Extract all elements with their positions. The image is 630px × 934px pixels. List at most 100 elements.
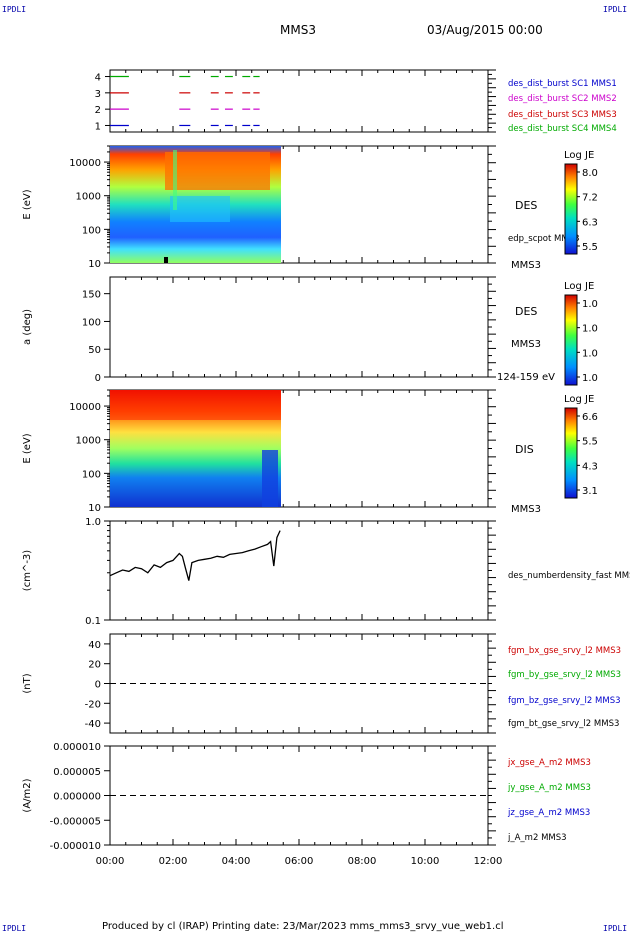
x-tick-label: 08:00: [348, 856, 377, 867]
labels-layer: des_dist_burst SC1 MMS1 des_dist_burst SC…: [497, 79, 630, 843]
y-tick-label: 10: [88, 259, 101, 270]
x-tick-label: 12:00: [474, 856, 503, 867]
y-tick-label: 2: [95, 105, 101, 116]
density-panel: [109, 530, 281, 581]
y-tick-label: 1: [95, 121, 101, 132]
x-tick-label: 06:00: [285, 856, 314, 867]
y-tick-label: 150: [82, 290, 101, 301]
pitch-colorbar-tick-label: 1.0: [582, 299, 598, 310]
field-legend-3: fgm_bt_gse_srvy_l2 MMS3: [508, 719, 619, 729]
des-colorbar-tick-label: 5.5: [582, 242, 598, 253]
des-label: DES: [515, 199, 537, 212]
y-tick-label: 50: [88, 345, 101, 356]
y-tick-label: -40: [85, 719, 101, 730]
current-legend-2: jz_gse_A_m2 MMS3: [507, 808, 590, 818]
current-legend-0: jx_gse_A_m2 MMS3: [507, 758, 591, 768]
pitch-colorbar-tick-label: 1.0: [582, 373, 598, 384]
des-colorbar-tick-label: 7.2: [582, 193, 598, 204]
pitch-colorbar-tick-label: 1.0: [582, 348, 598, 359]
y-tick-label: 10: [88, 503, 101, 514]
y-tick-label: 20: [88, 660, 101, 671]
des-colorbar-title: Log JE: [564, 150, 594, 161]
panel-frame-0: [109, 69, 489, 133]
datetime-title: 03/Aug/2015 00:00: [427, 23, 543, 37]
y-tick-label: 0.000000: [53, 792, 101, 803]
pitch-colorbar-title: Log JE: [564, 281, 594, 292]
y-tick-label: -20: [85, 699, 101, 710]
axes-layer: 00:00 02:00 04:00 06:00 08:00 10:00 12:00 1 2 3 4 1…: [22, 73, 502, 867]
pitch-mms-label: MMS3: [511, 339, 541, 350]
field-legend-0: fgm_bx_gse_srvy_l2 MMS3: [508, 646, 621, 656]
dis-colorbar-tick-label: 6.6: [582, 412, 598, 423]
corner-label-left: IPDLI: [2, 5, 26, 14]
footer-corner-right: IPDLI: [603, 924, 627, 933]
x-tick-label: 00:00: [96, 856, 125, 867]
dis-colorbar-title: Log JE: [564, 394, 594, 405]
y-tick-label: -0.000005: [50, 816, 101, 827]
dis-spectrogram-notch: [262, 450, 278, 507]
x-tick-label: 02:00: [159, 856, 188, 867]
y-tick-label: -0.000010: [50, 841, 101, 852]
y-tick-label: 100: [82, 469, 101, 480]
des-colorbar-tick-label: 8.0: [582, 168, 598, 179]
burst-legend-2: des_dist_burst SC2 MMS2: [508, 94, 617, 104]
des-spectrogram-band-mid: [170, 196, 230, 222]
des-energy-spectrogram: [110, 146, 281, 263]
dis-colorbar-tick-label: 4.3: [582, 461, 598, 472]
field-legend-1: fgm_by_gse_srvy_l2 MMS3: [508, 670, 621, 680]
y-tick-label: 1000: [76, 192, 101, 203]
y-tick-label: 0.1: [85, 616, 101, 627]
des-pitch-label: DES: [515, 305, 537, 318]
footer-text: Produced by cl (IRAP) Printing date: 23/…: [102, 921, 503, 932]
dis-colorbar-tick-label: 5.5: [582, 437, 598, 448]
y-tick-label: 1.0: [85, 517, 101, 528]
corner-label-right: IPDLI: [603, 5, 627, 14]
density-legend: des_numberdensity_fast MMS3: [508, 571, 630, 581]
x-tick-label: 04:00: [222, 856, 251, 867]
y-tick-label: 1000: [76, 436, 101, 447]
panel-frame-2: [109, 276, 489, 378]
des-mms-label: MMS3: [511, 260, 541, 271]
density-line: [109, 530, 281, 581]
des-spectrogram-band-upper: [165, 152, 270, 190]
x-tick-label: 10:00: [411, 856, 440, 867]
y-tick-label: 10000: [69, 402, 101, 413]
dis-energy-ylabel: E (eV): [22, 433, 33, 463]
field-ylabel: (nT): [22, 673, 33, 693]
y-tick-label: 100: [82, 317, 101, 328]
pitch-colorbar-tick-label: 1.0: [582, 324, 598, 335]
spacecraft-title: MMS3: [280, 23, 316, 37]
des-spectrogram-gap: [173, 150, 177, 210]
current-legend-3: j_A_m2 MMS3: [507, 833, 567, 843]
y-tick-label: 0.000005: [53, 767, 101, 778]
pitch-energy-range: 124-159 eV: [497, 372, 555, 383]
current-legend-1: jy_gse_A_m2 MMS3: [507, 783, 591, 793]
dis-colorbar-tick-label: 3.1: [582, 486, 598, 497]
dis-energy-spectrogram: [110, 390, 281, 507]
burst-legend-4: des_dist_burst SC4 MMS4: [508, 124, 617, 134]
current-ylabel: (A/m2): [22, 778, 33, 812]
y-tick-label: 0.000010: [53, 742, 101, 753]
burst-availability-panel: [110, 75, 260, 127]
panel-frames: [109, 69, 496, 846]
edp-scpot-label: edp_scpot MMS3: [508, 234, 579, 244]
field-legend-2: fgm_bz_gse_srvy_l2 MMS3: [508, 696, 621, 706]
dis-colorbar-bar: [564, 407, 578, 499]
des-colorbar-bar: [564, 163, 578, 255]
burst-legend-3: des_dist_burst SC3 MMS3: [508, 110, 617, 120]
pitch-colorbar-bar: [564, 294, 578, 386]
y-tick-label: 0: [95, 373, 101, 384]
pitch-ylabel: a (deg): [22, 309, 33, 345]
burst-legend-1: des_dist_burst SC1 MMS1: [508, 79, 617, 89]
y-tick-label: 40: [88, 640, 101, 651]
des-energy-ylabel: E (eV): [22, 189, 33, 219]
des-colorbar-tick-label: 6.3: [582, 217, 598, 228]
y-tick-label: 100: [82, 225, 101, 236]
y-tick-label: 0: [95, 680, 101, 691]
panel-frame-4: [109, 520, 489, 621]
density-ylabel: (cm^-3): [22, 550, 33, 591]
y-tick-label: 3: [95, 89, 101, 100]
dis-mms-label: MMS3: [511, 504, 541, 515]
y-tick-label: 10000: [69, 158, 101, 169]
dis-spectrogram-band-upper: [110, 390, 281, 420]
